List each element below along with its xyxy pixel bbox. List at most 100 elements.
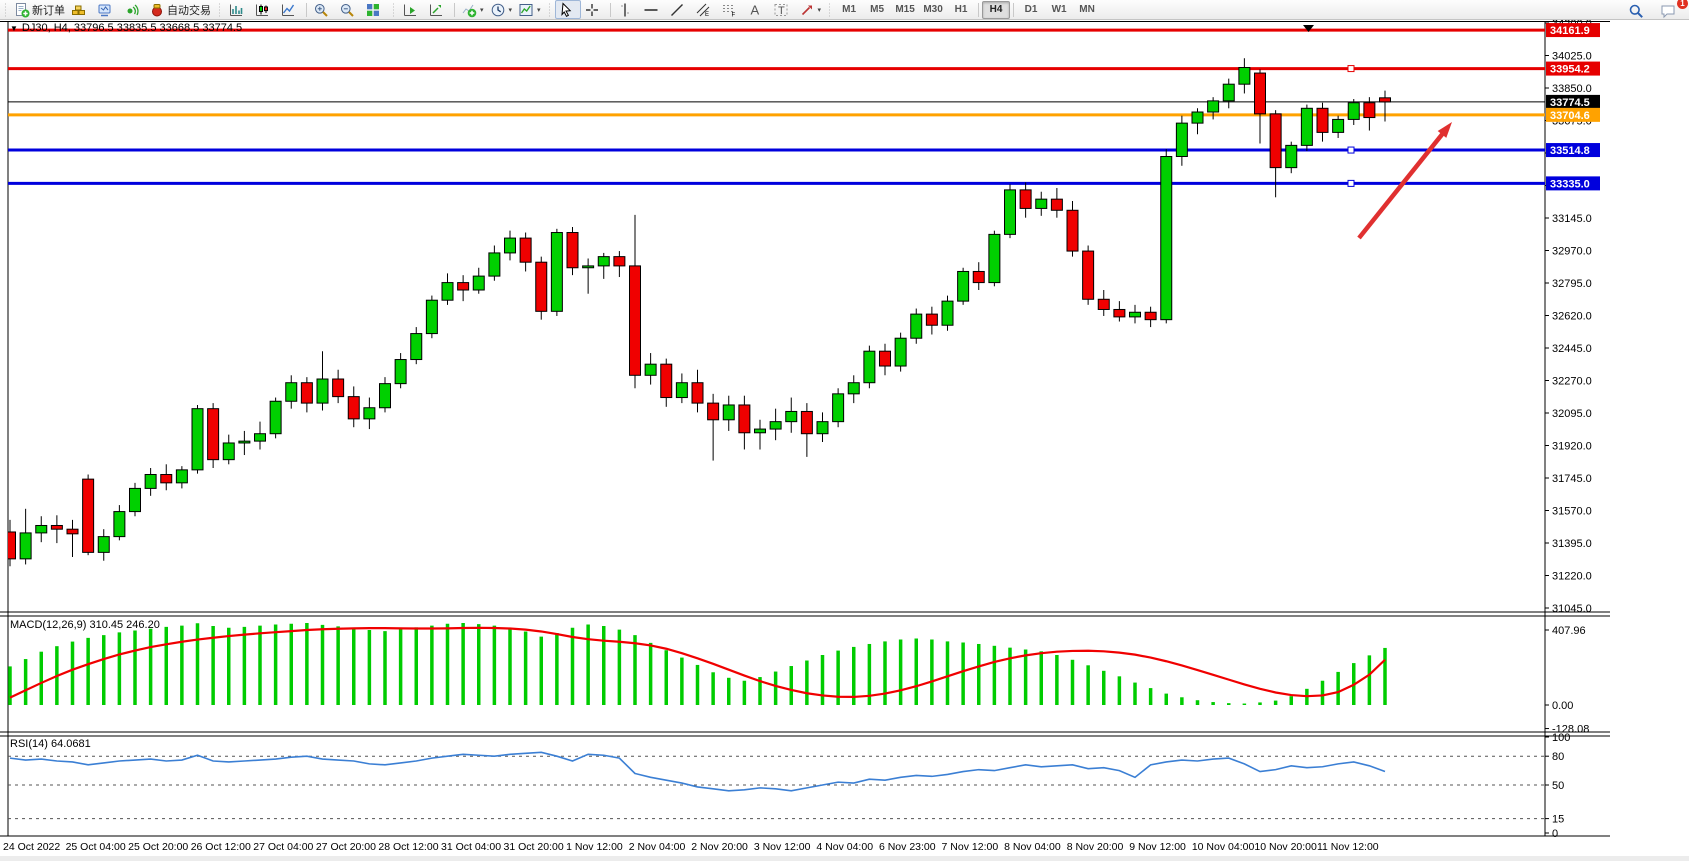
dropdown-caret-icon[interactable]: ▾ [508,6,513,14]
horizontal-line-33954.2[interactable] [8,65,1545,73]
notifications-button[interactable]: 1 [1657,0,1688,20]
line-handle[interactable] [1347,179,1355,187]
candles [8,58,1391,567]
auto-trading-button[interactable]: 自动交易 [146,0,214,19]
templates-button[interactable]: ▾ [515,0,544,19]
toolbar-separator [609,2,611,17]
arrows-tool[interactable]: ▾ [796,0,825,19]
fibonacci-tool[interactable]: F [718,0,744,19]
macd-axis: 407.96 0.00 -128.08 [1545,625,1589,736]
timeframe-m15-button[interactable]: M15 [895,3,915,15]
toolbar-grip [546,2,552,17]
scroll-marker-icon [1303,25,1314,32]
trendline-tool[interactable] [666,0,692,19]
horizontal-line-33335.0[interactable] [8,179,1545,187]
svg-text:34025.0: 34025.0 [1552,51,1592,63]
svg-text:33704.6: 33704.6 [1550,110,1590,122]
timeframe-d1-button[interactable]: D1 [1024,3,1038,15]
svg-text:50: 50 [1552,780,1564,792]
svg-text:3 Nov 12:00: 3 Nov 12:00 [754,841,811,853]
channel-icon: E [695,2,711,18]
timeframe-m5-button[interactable]: M5 [870,3,885,15]
bars-mode-button[interactable] [225,0,251,19]
dropdown-caret-icon[interactable]: ▾ [480,6,484,14]
vertical-line-tool[interactable] [614,0,640,19]
svg-text:31395.0: 31395.0 [1552,538,1592,550]
trend-arrow-annotation[interactable] [1357,122,1452,240]
svg-text:2 Nov 20:00: 2 Nov 20:00 [691,841,748,853]
horizontal-lines [8,28,1545,187]
search-icon [1628,3,1644,19]
chart-window-button[interactable] [94,0,120,19]
svg-text:31045.0: 31045.0 [1552,603,1592,615]
new-order-icon [14,2,30,18]
svg-text:32445.0: 32445.0 [1552,343,1592,355]
crosshair-tool-button[interactable] [581,0,607,19]
svg-text:31 Oct 04:00: 31 Oct 04:00 [441,841,501,853]
chat-icon [1660,3,1676,19]
timeframe-h1-button[interactable]: H1 [954,3,968,15]
timeframe-h4-button[interactable]: H4 [982,0,1011,19]
svg-text:2 Nov 04:00: 2 Nov 04:00 [629,841,686,853]
svg-text:1 Nov 12:00: 1 Nov 12:00 [566,841,623,853]
dropdown-caret-icon[interactable]: ▾ [817,6,822,14]
svg-text:31920.0: 31920.0 [1552,441,1592,453]
svg-text:32095.0: 32095.0 [1552,408,1592,420]
auto-trading-button-label: 自动交易 [167,4,211,17]
gold-icon [71,2,87,18]
scroll-to-end-button[interactable] [399,0,425,19]
svg-text:9 Nov 12:00: 9 Nov 12:00 [1129,841,1186,853]
fibo-icon: F [721,2,737,18]
new-order-button[interactable]: 新订单 [11,0,68,19]
toolbar-separator [306,2,307,17]
indicators-button[interactable]: ▾ [458,0,487,19]
svg-text:F: F [731,12,735,18]
signals-button[interactable] [120,0,146,19]
line-mode-button[interactable] [277,0,303,19]
svg-text:32270.0: 32270.0 [1552,376,1592,388]
candles-mode-button[interactable] [251,0,277,19]
zoom-out-button[interactable] [336,0,362,19]
line-handle[interactable] [1347,65,1355,73]
periods-button[interactable]: ▾ [487,0,516,19]
auto-scroll-button[interactable] [425,0,451,19]
dropdown-caret-icon[interactable]: ▾ [537,6,541,14]
cursor-tool-button[interactable] [554,0,581,19]
rsi-indicator-label: RSI(14) 64.0681 [10,738,91,750]
svg-text:A: A [750,2,759,17]
timeframe-mn-button[interactable]: MN [1079,3,1095,15]
svg-text:407.96: 407.96 [1552,625,1586,637]
market-watch-button[interactable] [68,0,94,19]
timeframe-m30-button[interactable]: M30 [923,3,943,15]
svg-text:T: T [778,5,785,17]
horizontal-line-tool[interactable] [640,0,666,19]
svg-text:33954.2: 33954.2 [1550,64,1590,76]
svg-text:25 Oct 04:00: 25 Oct 04:00 [66,841,126,853]
svg-text:26 Oct 12:00: 26 Oct 12:00 [191,841,251,853]
zoom-in-button[interactable] [310,0,336,19]
svg-text:24 Oct 2022: 24 Oct 2022 [3,841,60,853]
timeframe-w1-button[interactable]: W1 [1051,3,1067,15]
line-handle[interactable] [1347,146,1355,154]
toolbar-grip [217,2,222,17]
arrows-icon [799,2,815,18]
toolbar-grip [391,2,396,17]
channel-tool[interactable]: E [692,0,718,19]
search-button[interactable] [1625,1,1651,20]
zoom-out-icon [339,2,355,18]
svg-text:33514.8: 33514.8 [1550,145,1590,157]
chart-area[interactable]: ▼ DJ30, H4, 33796.5 33835.5 33668.5 33774… [0,18,1689,861]
signal-icon [123,2,139,18]
text-label-tool[interactable]: T [770,0,796,19]
svg-text:-128.08: -128.08 [1552,724,1589,736]
cursor-icon [558,1,574,18]
chart-dropdown-icon[interactable]: ▼ [10,24,18,33]
pane-borders [0,21,1689,861]
tile-windows-button[interactable] [362,0,388,19]
svg-text:0: 0 [1552,828,1558,840]
text-tool[interactable]: A [744,0,770,19]
toolbar-separator [978,2,980,17]
svg-text:33850.0: 33850.0 [1552,83,1592,95]
timeframe-m1-button[interactable]: M1 [842,3,857,15]
